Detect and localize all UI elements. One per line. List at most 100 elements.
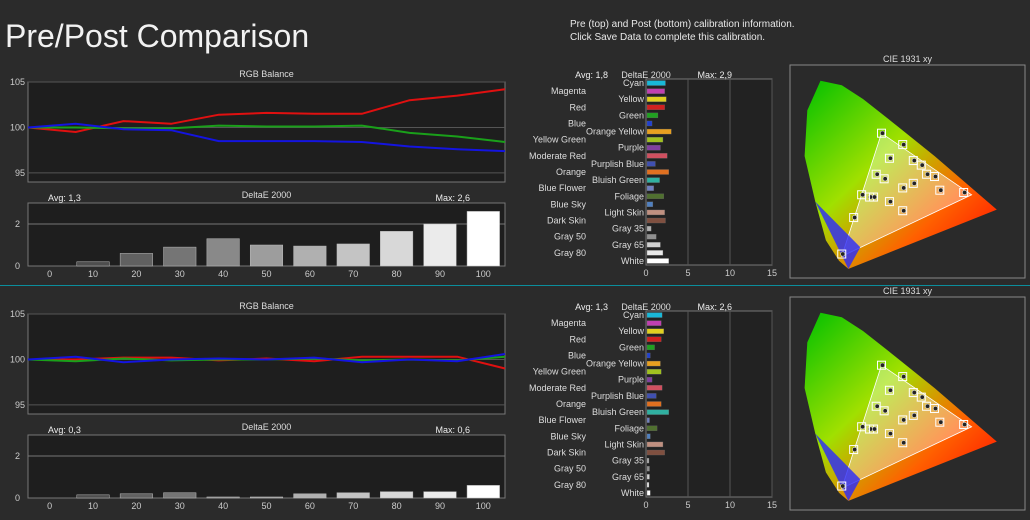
y-tick-label: 0 bbox=[15, 493, 20, 503]
measured-point bbox=[962, 189, 968, 195]
category-label: Yellow Green bbox=[533, 367, 586, 377]
pre-cie-xy-chart: CIE 1931 xy bbox=[789, 54, 1026, 279]
measured-point bbox=[938, 419, 944, 425]
deltae-bar bbox=[646, 217, 666, 224]
measured-point bbox=[882, 408, 888, 414]
measured-point bbox=[901, 142, 907, 148]
measured-point bbox=[874, 171, 880, 177]
target-marker bbox=[884, 153, 894, 163]
deltae-bar bbox=[646, 137, 664, 143]
x-tick-label: 50 bbox=[261, 269, 271, 279]
x-tick-label: 60 bbox=[305, 501, 315, 511]
category-label: Blue bbox=[568, 350, 586, 360]
y-tick-label: 2 bbox=[15, 451, 20, 461]
category-label: Dark Skin bbox=[547, 448, 586, 458]
deltae-bar bbox=[646, 490, 651, 496]
deltae-bar bbox=[646, 425, 658, 431]
calibration-info: Pre (top) and Post (bottom) calibration … bbox=[570, 18, 795, 44]
blue-region bbox=[815, 201, 861, 269]
target-marker bbox=[879, 406, 889, 416]
chart-title: CIE 1931 xy bbox=[883, 286, 933, 296]
deltae-bar bbox=[646, 320, 662, 326]
measured-point bbox=[901, 374, 907, 380]
deltae-bar bbox=[249, 496, 284, 499]
category-label: Gray 65 bbox=[612, 240, 644, 250]
deltae-bar bbox=[646, 169, 669, 175]
category-label: White bbox=[621, 256, 644, 266]
x-tick-label: 90 bbox=[435, 501, 445, 511]
target-marker bbox=[930, 172, 939, 182]
category-label: Light Skin bbox=[604, 207, 644, 217]
deltae-bar bbox=[646, 360, 661, 367]
category-label: Purplish Blue bbox=[591, 391, 644, 401]
avg-label: Avg: 1,3 bbox=[575, 302, 608, 312]
target-marker bbox=[908, 156, 918, 166]
measured-point bbox=[852, 447, 858, 453]
x-tick-label: 5 bbox=[685, 500, 690, 510]
measured-point bbox=[901, 185, 907, 191]
panel-divider bbox=[0, 285, 1030, 286]
chart-title: DeltaE 2000 bbox=[242, 190, 292, 200]
x-tick-label: 70 bbox=[348, 269, 358, 279]
x-tick-label: 70 bbox=[348, 501, 358, 511]
measured-point bbox=[919, 394, 925, 400]
category-label: White bbox=[621, 488, 644, 498]
max-label: Max: 0,6 bbox=[435, 425, 470, 435]
x-tick-label: 5 bbox=[685, 268, 690, 278]
category-label: Foliage bbox=[614, 423, 644, 433]
target-marker bbox=[959, 419, 969, 429]
target-marker bbox=[869, 192, 879, 202]
deltae-bar bbox=[380, 231, 414, 267]
measured-point bbox=[882, 176, 888, 182]
deltae-bar bbox=[423, 223, 457, 267]
deltae-bar bbox=[646, 417, 650, 423]
y-tick-label: 95 bbox=[15, 168, 25, 178]
deltae-bar bbox=[646, 242, 661, 248]
deltae-bar bbox=[646, 128, 672, 135]
category-label: Cyan bbox=[623, 310, 644, 320]
deltae-bar bbox=[646, 88, 665, 94]
plot-area bbox=[27, 434, 506, 499]
category-label: Moderate Red bbox=[529, 383, 586, 393]
category-label: Gray 80 bbox=[554, 248, 586, 258]
deltae-bar bbox=[163, 246, 197, 267]
target-marker bbox=[884, 385, 894, 395]
category-label: Gray 65 bbox=[612, 472, 644, 482]
category-label: Gray 35 bbox=[612, 456, 644, 466]
target-marker bbox=[898, 438, 908, 448]
x-tick-label: 15 bbox=[767, 268, 777, 278]
category-label: Orange Yellow bbox=[586, 127, 645, 137]
measured-point bbox=[911, 412, 917, 418]
chart-title: DeltaE 2000 bbox=[242, 422, 292, 432]
deltae-bar bbox=[646, 258, 669, 264]
target-marker bbox=[908, 410, 918, 420]
deltae-bar bbox=[646, 482, 650, 488]
x-tick-label: 90 bbox=[435, 269, 445, 279]
x-tick-label: 80 bbox=[392, 269, 402, 279]
category-label: Foliage bbox=[614, 191, 644, 201]
category-label: Magenta bbox=[551, 318, 586, 328]
category-label: Blue Flower bbox=[538, 415, 586, 425]
x-tick-label: 50 bbox=[261, 501, 271, 511]
target-marker bbox=[837, 249, 847, 259]
x-tick-label: 10 bbox=[88, 501, 98, 511]
measured-point bbox=[887, 155, 893, 161]
pre-rgb-balance-chart: RGB Balance 95 100 105 bbox=[10, 69, 506, 183]
measured-point bbox=[840, 251, 846, 257]
measured-point bbox=[887, 387, 893, 393]
deltae-bar bbox=[646, 161, 656, 167]
chart-title: RGB Balance bbox=[239, 301, 294, 311]
measured-point bbox=[887, 199, 893, 205]
deltae-bar bbox=[646, 250, 664, 256]
x-tick-label: 0 bbox=[47, 501, 52, 511]
measured-point bbox=[840, 483, 846, 489]
post-deltae-colorchecker-chart: DeltaE 2000 Avg: 1,3 Max: 2,6 0 5 10 15 Cyan Mag… bbox=[529, 302, 777, 510]
x-tick-label: 80 bbox=[392, 501, 402, 511]
deltae-bar bbox=[646, 312, 663, 318]
deltae-bar bbox=[646, 209, 665, 216]
x-tick-label: 100 bbox=[476, 269, 491, 279]
deltae-bar bbox=[293, 493, 327, 499]
deltae-bar bbox=[119, 493, 153, 499]
target-marker bbox=[849, 445, 859, 455]
